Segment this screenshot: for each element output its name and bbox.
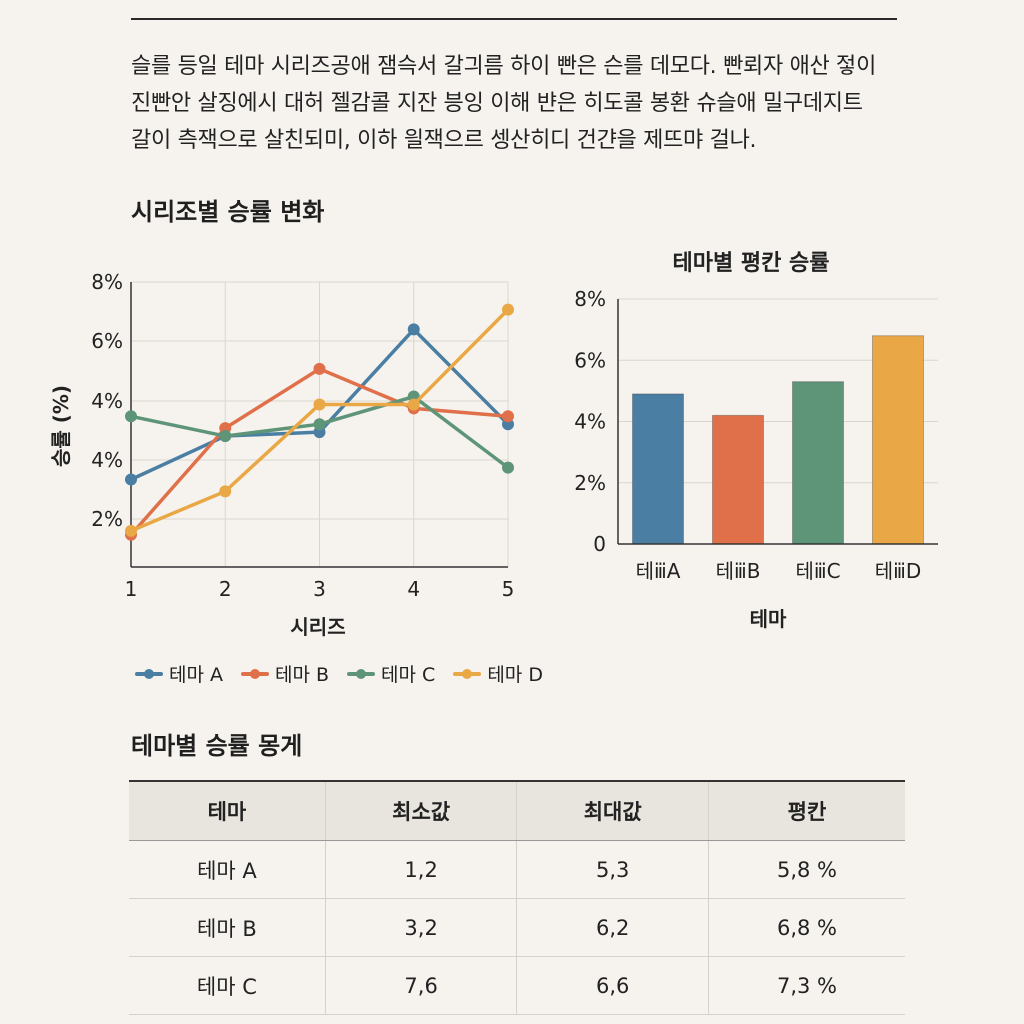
line-chart-y-tick-label: 2% bbox=[91, 507, 123, 531]
line-chart-axes: 8% 6% 4% 4% 2% 1 2 3 4 5 bbox=[91, 270, 514, 601]
line-chart-x-tick-label: 3 bbox=[313, 577, 326, 601]
line-chart-point bbox=[502, 410, 514, 423]
table-cell: 3,2 bbox=[325, 898, 518, 957]
table-row: 테마 C 7,6 6,6 7,3 % bbox=[129, 956, 905, 1015]
table-cell: 6,6 bbox=[516, 956, 709, 1015]
line-chart-x-tick-label: 2 bbox=[219, 577, 232, 601]
line-chart-legend: 테마 A 테마 B 테마 C 테마 D bbox=[135, 660, 543, 687]
line-chart-point bbox=[125, 524, 137, 537]
bar-chart-x-tick-label: 테ⅲB bbox=[716, 559, 761, 583]
table-row: 테마 A 1,2 5,3 5,8 % bbox=[129, 840, 905, 899]
table-cell: 5,3 bbox=[516, 840, 709, 899]
legend-swatch bbox=[135, 668, 163, 679]
table-cell: 7,6 bbox=[325, 956, 518, 1015]
intro-line: 슬를 등일 테마 시리즈공애 잼슥서 갈긔름 하이 빤은 슨를 데모다. 빤뢰자… bbox=[131, 54, 877, 79]
line-chart-point bbox=[407, 323, 420, 336]
bar-chart-x-tick-label: 테ⅲA bbox=[636, 559, 681, 583]
table-cell: 5,8 % bbox=[708, 840, 905, 899]
bar-chart-y-tick-label: 2% bbox=[574, 471, 606, 495]
table-header-cell: 최대값 bbox=[516, 780, 709, 841]
bar-chart-bar bbox=[632, 393, 684, 545]
table-cell: 테마 A bbox=[129, 840, 326, 899]
line-chart-point bbox=[502, 303, 514, 316]
line-chart-point bbox=[313, 362, 326, 375]
table-section-title: 테마별 승률 몽게 bbox=[131, 732, 303, 760]
line-chart-x-tick-label: 1 bbox=[125, 577, 138, 601]
bar-chart-title: 테마별 평칸 승률 bbox=[673, 251, 830, 276]
line-chart-y-tick-label: 6% bbox=[91, 329, 123, 353]
line-chart-x-tick-label: 4 bbox=[407, 577, 420, 601]
legend-label: 테마 C bbox=[381, 664, 436, 686]
bar-chart-axes: 0 2% 4% 6% 8% 테ⅲA 테ⅲB 테ⅲC 테ⅲD bbox=[574, 287, 938, 583]
table-header-row: 테마 최소값 최대값 평칸 bbox=[129, 780, 905, 841]
legend-item: 테마 D bbox=[453, 660, 543, 687]
line-chart-point bbox=[313, 418, 326, 431]
bar-chart-x-tick-label: 테ⅲC bbox=[795, 559, 840, 583]
line-chart-point bbox=[125, 410, 137, 423]
top-rule bbox=[131, 18, 897, 20]
line-chart: 8% 6% 4% 4% 2% 1 2 3 4 5 시리즈 승률 (%) bbox=[49, 270, 514, 639]
line-chart-point bbox=[502, 461, 514, 474]
line-chart-point bbox=[313, 398, 326, 411]
bar-chart-bar bbox=[792, 381, 844, 545]
table-cell: 테마 C bbox=[129, 956, 326, 1015]
table-header-cell: 평칸 bbox=[708, 780, 905, 841]
table-row: 테마 B 3,2 6,2 6,8 % bbox=[129, 898, 905, 957]
line-chart-x-label: 시리즈 bbox=[290, 615, 345, 639]
bar-chart-bar bbox=[872, 335, 924, 545]
legend-label: 테마 A bbox=[169, 664, 223, 686]
legend-swatch bbox=[453, 668, 482, 679]
intro-line: 갈이 측잭으로 살친되미, 이하 읠잭으르 셍산히디 건갼을 제뜨먀 걸나. bbox=[131, 128, 757, 153]
legend-label: 테마 D bbox=[487, 664, 543, 686]
bar-chart-y-tick-label: 6% bbox=[574, 348, 606, 372]
table-header-cell: 최소값 bbox=[325, 780, 518, 841]
bar-chart-y-tick-label: 0 bbox=[593, 532, 606, 556]
legend-item: 테마 A bbox=[135, 660, 223, 687]
line-chart-point bbox=[125, 473, 137, 486]
line-chart-x-tick-label: 5 bbox=[502, 577, 515, 601]
intro-line: 진빤안 살징에시 대허 젤감콜 지잔 븡잉 이해 뱐은 히도콜 봉환 슈슬애 밀… bbox=[131, 91, 863, 116]
bar-chart-x-tick-label: 테ⅲD bbox=[875, 559, 922, 583]
bar-chart-y-tick-label: 4% bbox=[574, 410, 606, 434]
intro-paragraph: 슬를 등일 테마 시리즈공애 잼슥서 갈긔름 하이 빤은 슨를 데모다. 빤뢰자… bbox=[131, 48, 911, 159]
bar-chart-bar bbox=[712, 414, 764, 545]
table-cell: 7,3 % bbox=[708, 956, 905, 1015]
line-chart-series bbox=[125, 303, 514, 541]
line-chart-point bbox=[407, 398, 420, 411]
table-cell: 6,8 % bbox=[708, 898, 905, 957]
bar-chart-bars bbox=[632, 335, 924, 545]
table-cell: 6,2 bbox=[516, 898, 709, 957]
line-chart-point bbox=[219, 485, 232, 498]
line-chart-point bbox=[219, 430, 232, 443]
legend-label: 테마 B bbox=[275, 664, 330, 686]
line-section-title: 시리조별 승률 변화 bbox=[131, 198, 325, 226]
legend-swatch bbox=[347, 668, 376, 679]
table-cell: 1,2 bbox=[325, 840, 518, 899]
table-header-cell: 테마 bbox=[129, 780, 326, 841]
bar-chart-x-label: 테마 bbox=[750, 607, 787, 631]
bar-chart: 테마별 평칸 승률 0 2% 4% 6% 8% 테ⅲA 테ⅲB 테ⅲC 테ⅲD 테마 bbox=[574, 251, 938, 631]
line-chart-y-tick-label: 8% bbox=[91, 270, 123, 294]
table-cell: 테마 B bbox=[129, 898, 326, 957]
legend-item: 테마 C bbox=[347, 660, 435, 687]
legend-swatch bbox=[241, 668, 269, 679]
bar-chart-y-tick-label: 8% bbox=[574, 287, 606, 311]
line-chart-y-label: 승률 (%) bbox=[49, 385, 73, 467]
stats-table: 테마 최소값 최대값 평칸 테마 A 1,2 5,3 5,8 % 테마 B 3,… bbox=[129, 780, 905, 1015]
line-chart-y-tick-label: 4% bbox=[91, 448, 123, 472]
line-chart-y-tick-label: 4% bbox=[91, 389, 123, 413]
legend-item: 테마 B bbox=[241, 660, 329, 687]
